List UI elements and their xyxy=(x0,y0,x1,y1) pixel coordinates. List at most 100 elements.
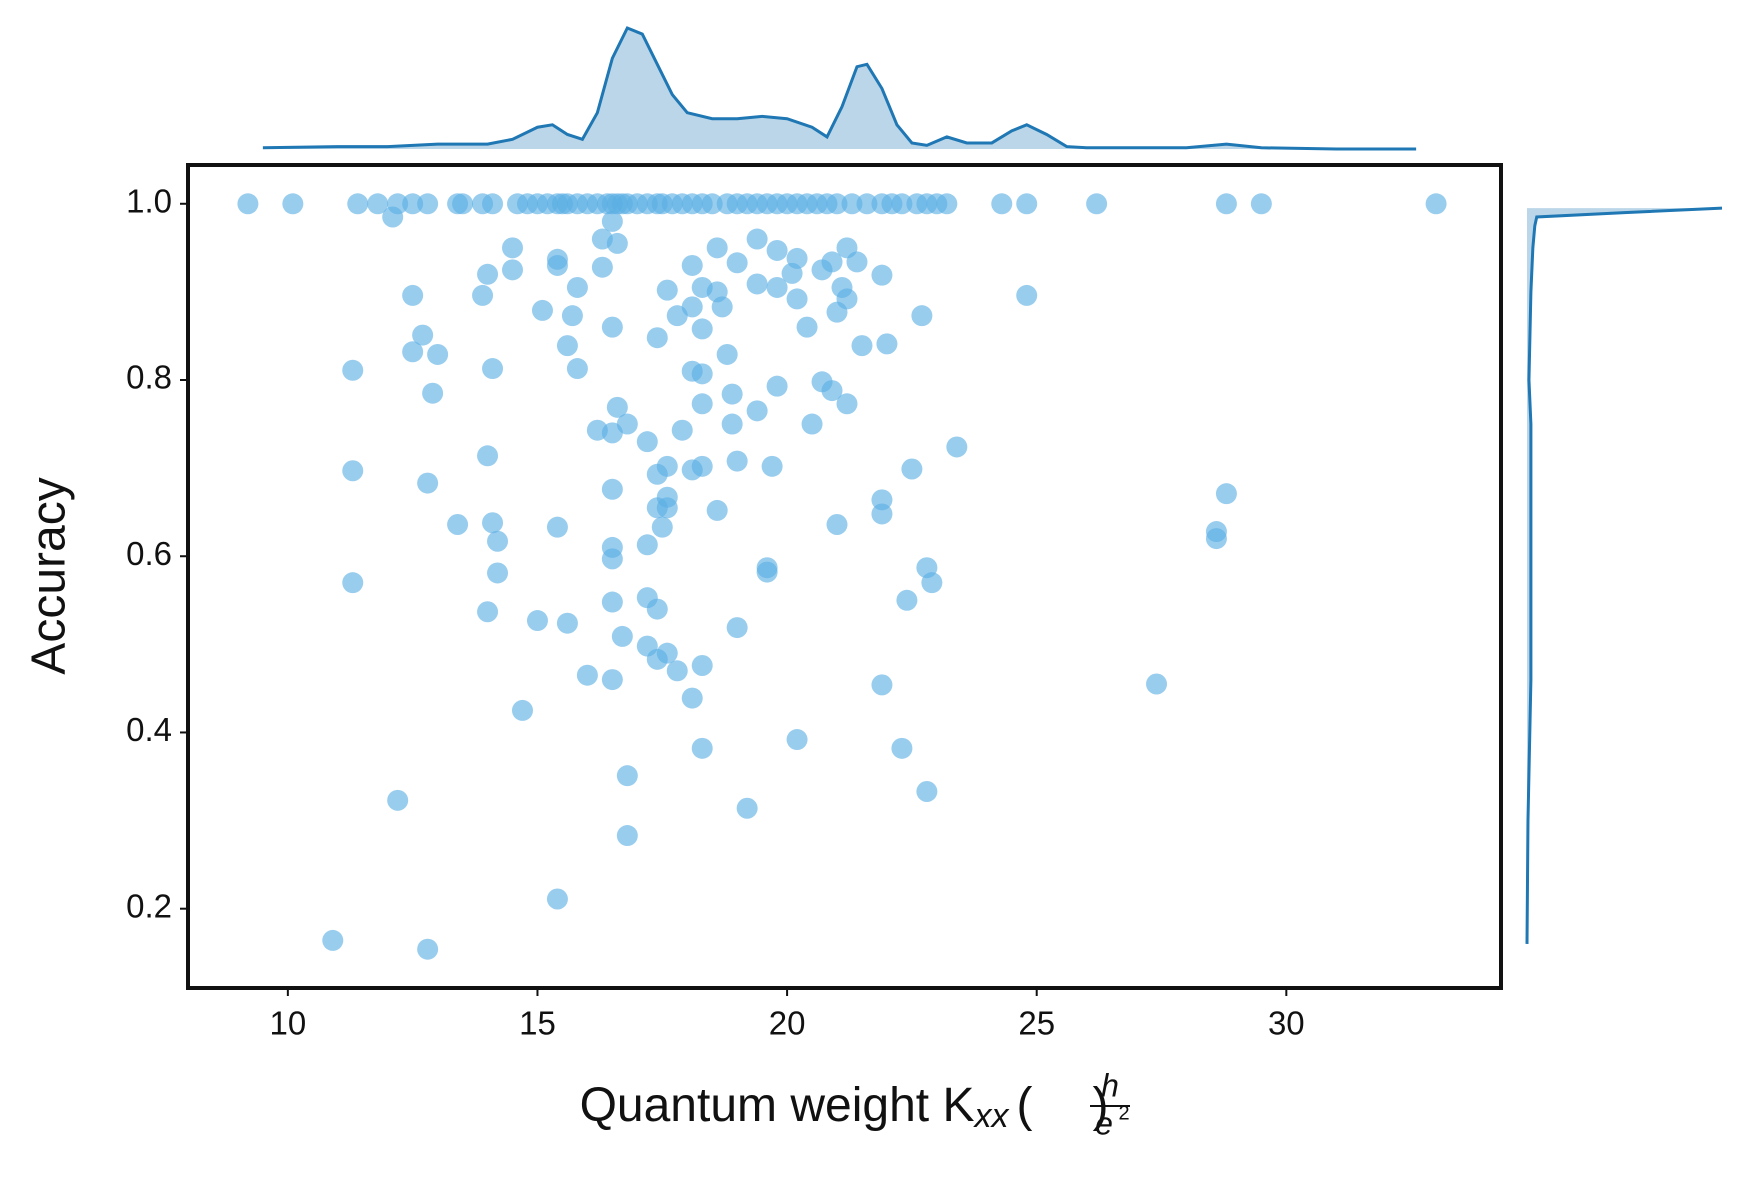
scatter-point xyxy=(891,737,913,759)
scatter-point xyxy=(761,455,783,477)
y-density-fill xyxy=(1527,208,1722,944)
scatter-point xyxy=(477,601,499,623)
scatter-point xyxy=(871,264,893,286)
y-axis-label: Accuracy xyxy=(23,477,76,674)
scatter-point xyxy=(691,737,713,759)
x-density-fill xyxy=(262,28,1417,149)
scatter-point xyxy=(452,193,474,215)
scatter-point xyxy=(526,610,548,632)
x-tick-label: 25 xyxy=(1018,1005,1055,1042)
scatter-point xyxy=(482,512,504,534)
scatter-point xyxy=(726,617,748,639)
scatter-point xyxy=(606,396,628,418)
scatter-point xyxy=(841,193,863,215)
scatter-point xyxy=(546,254,568,276)
y-density xyxy=(1525,206,1723,944)
scatter-point xyxy=(477,445,499,467)
scatter-point xyxy=(681,254,703,276)
x-tick-label: 10 xyxy=(269,1005,306,1042)
scatter-point xyxy=(422,382,444,404)
scatter-point xyxy=(911,305,933,327)
scatter-point xyxy=(601,591,623,613)
x-label-numerator: h xyxy=(1101,1067,1119,1103)
scatter-point xyxy=(601,478,623,500)
scatter-point xyxy=(502,237,524,259)
scatter-point xyxy=(871,674,893,696)
scatter-point xyxy=(746,228,768,250)
scatter-point xyxy=(417,193,439,215)
scatter-point xyxy=(447,514,469,536)
scatter-point xyxy=(656,486,678,508)
scatter-point xyxy=(636,534,658,556)
scatter-point xyxy=(616,825,638,847)
y-tick-label: 0.6 xyxy=(126,535,172,572)
x-label-exponent: 2 xyxy=(1118,1102,1129,1124)
scatter-point xyxy=(402,193,424,215)
scatter-point xyxy=(347,193,369,215)
scatter-point xyxy=(826,193,848,215)
scatter-point xyxy=(1016,193,1038,215)
scatter-point xyxy=(511,699,533,721)
scatter-point xyxy=(851,335,873,357)
scatter-point xyxy=(691,654,713,676)
scatter-point xyxy=(237,193,259,215)
scatter-point xyxy=(1146,673,1168,695)
scatter-point xyxy=(646,463,668,485)
scatter-point xyxy=(1215,483,1237,505)
plot-frame xyxy=(186,163,1503,990)
scatter-point xyxy=(576,664,598,686)
scatter-point xyxy=(1425,193,1447,215)
scatter-point xyxy=(482,193,504,215)
scatter-point xyxy=(666,660,688,682)
scatter-point xyxy=(417,938,439,960)
scatter-point xyxy=(701,193,723,215)
scatter-point xyxy=(671,419,693,441)
scatter-point xyxy=(691,318,713,340)
scatter-point xyxy=(322,929,344,951)
scatter-point xyxy=(856,193,878,215)
scatter-point xyxy=(282,193,304,215)
scatter-point xyxy=(1086,193,1108,215)
x-tick-label: 20 xyxy=(769,1005,806,1042)
x-axis-label: Quantum weight Kxx() xyxy=(580,1079,1109,1135)
scatter-point xyxy=(651,516,673,538)
scatter-point xyxy=(846,251,868,273)
scatter-point xyxy=(402,284,424,306)
scatter-point xyxy=(487,530,509,552)
scatter-point xyxy=(487,562,509,584)
scatter-point xyxy=(826,301,848,323)
scatter-point xyxy=(706,237,728,259)
scatter-point xyxy=(1250,193,1272,215)
scatter-point xyxy=(646,598,668,620)
y-tick-label: 0.8 xyxy=(126,359,172,396)
scatter-point xyxy=(601,316,623,338)
scatter-point xyxy=(502,259,524,281)
scatter-point xyxy=(726,450,748,472)
scatter-point xyxy=(706,499,728,521)
scatter-point xyxy=(681,296,703,318)
scatter-point xyxy=(796,316,818,338)
scatter-point xyxy=(786,247,808,269)
scatter-point xyxy=(746,400,768,422)
scatter-point xyxy=(472,284,494,306)
scatter-point xyxy=(601,669,623,691)
scatter-point xyxy=(691,363,713,385)
scatter-point xyxy=(836,393,858,415)
scatter-point xyxy=(786,729,808,751)
scatter-point xyxy=(786,288,808,310)
scatter-point xyxy=(801,413,823,435)
scatter-point xyxy=(681,687,703,709)
scatter-point xyxy=(601,422,623,444)
scatter-point xyxy=(402,341,424,363)
scatter-point xyxy=(546,888,568,910)
x-tick-label: 15 xyxy=(519,1005,556,1042)
y-tick-label: 0.2 xyxy=(126,887,172,924)
scatter-point xyxy=(896,589,918,611)
scatter-point xyxy=(342,572,364,594)
scatter-point xyxy=(901,458,923,480)
scatter-point xyxy=(921,572,943,594)
x-label-open: ( xyxy=(1016,1079,1032,1132)
scatter-point xyxy=(342,359,364,381)
scatter-point xyxy=(546,516,568,538)
